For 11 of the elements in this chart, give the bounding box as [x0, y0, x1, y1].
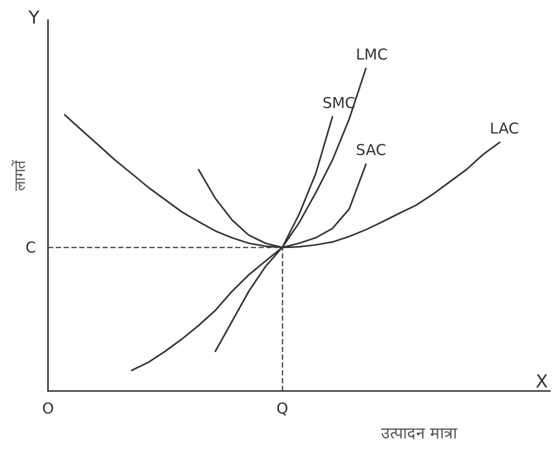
x-tick-label: Q: [276, 400, 288, 418]
series-label: SAC: [356, 141, 386, 160]
annotation: X: [536, 372, 548, 392]
series-label: LAC: [490, 119, 519, 138]
x-axis-title: उत्पादन मात्रा: [380, 424, 458, 442]
ref-line-label: C: [26, 238, 36, 256]
y-axis-title: लागतें: [11, 160, 29, 191]
series-label: LMC: [356, 45, 388, 64]
text: Y: [28, 8, 40, 28]
x-tick-label: O: [42, 400, 54, 418]
series-label: SMC: [322, 94, 356, 112]
